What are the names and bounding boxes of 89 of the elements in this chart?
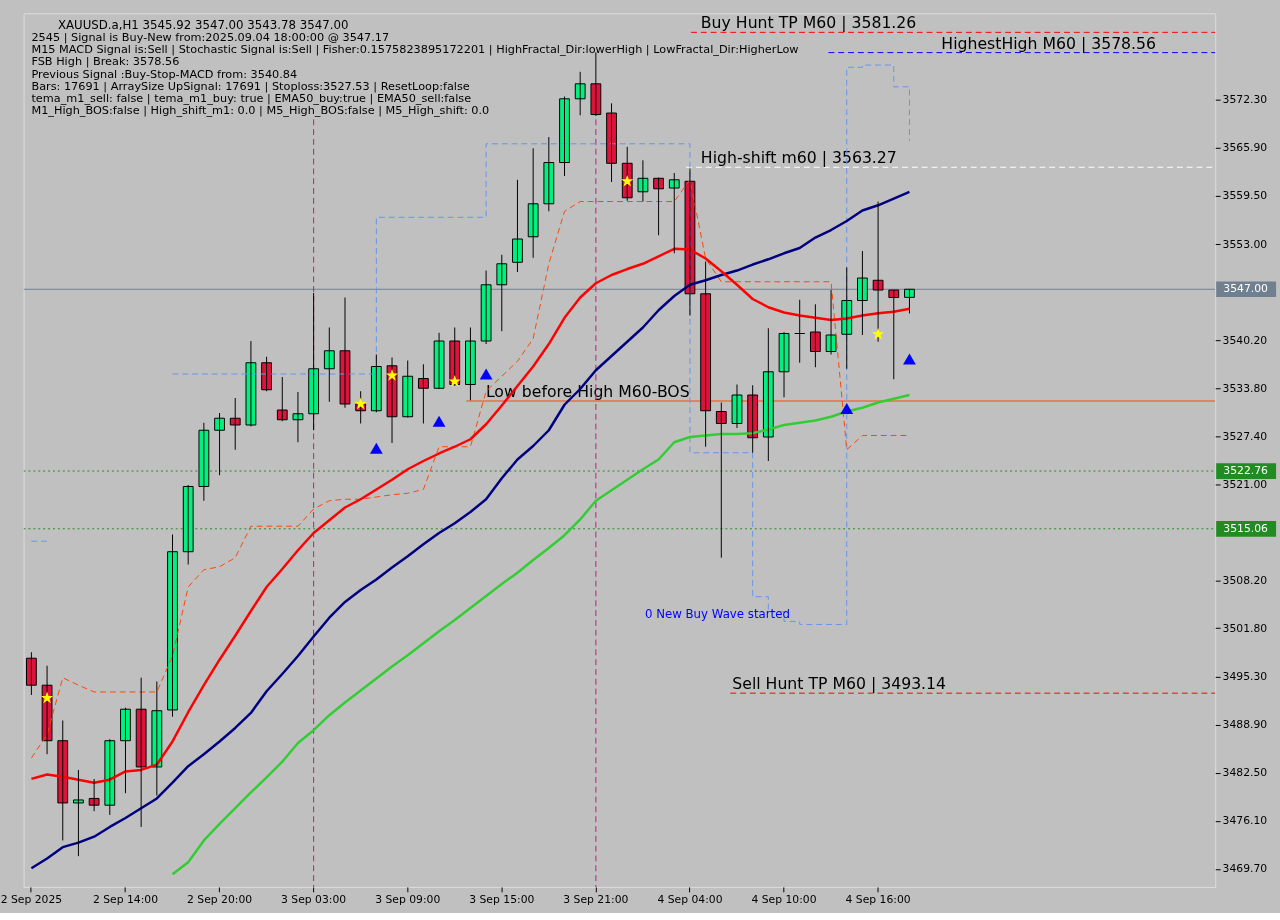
- y-tick-label: 3508.20: [1222, 573, 1268, 587]
- point: [872, 327, 885, 340]
- chart-title: XAUUSD.a,H1 3545.92 3547.00 3543.78 3547.00: [57, 18, 349, 33]
- point: [385, 369, 399, 381]
- candlestick: [904, 288, 915, 314]
- ref-line-label: 3515.06: [1223, 521, 1269, 535]
- point: [479, 368, 493, 380]
- candlestick: [402, 360, 414, 418]
- candlestick: [809, 303, 821, 368]
- x-tick-label: 2 Sep 2025: [0, 893, 63, 907]
- candlestick: [559, 96, 570, 177]
- candlestick: [214, 412, 225, 476]
- ref-line-label: 3547.00: [1223, 282, 1269, 296]
- y-tick-label: 3488.90: [1222, 718, 1268, 732]
- annotation: M15 MACD Signal is:Sell | Stochastic Signal is:Sell | Fisher:0.1575823895172201 | HighFractal_Dir:lowerHigh | LowFractal_Dir:HigherLow: [31, 43, 799, 57]
- candlestick: [323, 327, 335, 403]
- candlestick: [120, 707, 131, 794]
- y-tick-label: 3476.10: [1222, 814, 1268, 828]
- y-tick-label: 3501.80: [1222, 621, 1268, 635]
- candlestick: [26, 651, 37, 696]
- candlestick: [57, 719, 69, 841]
- y-tick-label: 3572.30: [1222, 92, 1268, 106]
- point: [903, 353, 916, 365]
- y-tick-label: 3533.80: [1222, 381, 1268, 395]
- candlestick: [731, 384, 743, 429]
- candlestick: [135, 677, 147, 828]
- x-tick-label: 4 Sep 16:00: [845, 893, 911, 907]
- candlestick: [794, 299, 806, 364]
- candlestick: [167, 533, 178, 718]
- y-tick-label: 3553.00: [1222, 237, 1268, 251]
- candlestick: [715, 402, 727, 559]
- y-tick-label: 3469.70: [1222, 862, 1268, 876]
- point: [354, 397, 367, 410]
- annotation: Bars: 17691 | ArraySize UpSignal: 17691 | Stoploss:3527.53 | ResetLoop:false: [31, 79, 470, 93]
- y-tick-label: 3565.90: [1222, 140, 1268, 154]
- candlestick: [496, 254, 508, 332]
- y-tick-label: 3521.00: [1222, 477, 1268, 491]
- point: [840, 402, 854, 415]
- candlestick: [261, 356, 272, 392]
- candlestick: [370, 354, 382, 413]
- point: [369, 442, 383, 454]
- candlestick: [778, 331, 790, 398]
- x-tick-label: 4 Sep 10:00: [751, 893, 817, 907]
- candlestick: [292, 391, 304, 443]
- candlestick: [543, 136, 555, 212]
- annotation: FSB High | Break: 3578.56: [31, 55, 180, 69]
- y-tick-label: 3482.50: [1222, 766, 1268, 780]
- annotation: 0 New Buy Wave started: [644, 606, 790, 621]
- candlestick: [465, 327, 476, 401]
- annotation: tema_m1_sell: false | tema_m1_buy: true | EMA50_buy:true | EMA50_sell:false: [31, 92, 472, 106]
- x-tick-label: 3 Sep 15:00: [469, 893, 535, 907]
- y-tick-label: 3540.20: [1222, 333, 1268, 347]
- point: [448, 375, 461, 387]
- candlestick: [73, 769, 84, 857]
- point: [432, 415, 446, 427]
- candlestick: [339, 297, 351, 409]
- candlestick: [606, 102, 617, 183]
- x-tick-label: 3 Sep 03:00: [281, 893, 347, 907]
- x-tick-label: 3 Sep 09:00: [375, 893, 441, 907]
- candlestick: [762, 327, 774, 462]
- annotation: Previous Signal :Buy-Stop-MACD from: 3540.84: [31, 67, 298, 81]
- y-tick-label: 3527.40: [1222, 429, 1268, 443]
- candlestick: [182, 484, 194, 565]
- ref-line-label: 3522.76: [1223, 463, 1269, 477]
- y-tick-label: 3559.50: [1222, 188, 1268, 202]
- point: [40, 691, 54, 704]
- ref-line-label: Sell Hunt TP M60 | 3493.14: [732, 674, 947, 694]
- ref-line-label: High-shift m60 | 3563.27: [700, 148, 897, 168]
- y-tick-label: 3495.30: [1222, 670, 1268, 684]
- ref-line-label: Buy Hunt TP M60 | 3581.26: [700, 13, 917, 33]
- candlestick: [512, 179, 523, 273]
- candlestick: [276, 376, 288, 422]
- x-tick-label: 4 Sep 04:00: [657, 893, 723, 907]
- candlestick: [417, 363, 429, 424]
- candlestick: [700, 261, 712, 448]
- point: [621, 174, 634, 187]
- candlestick: [104, 738, 116, 816]
- candlestick: [857, 250, 868, 336]
- candlestick: [668, 172, 680, 254]
- annotation: 2545 | Signal is Buy-New from:2025.09.04 18:00:00 @ 3547.17: [31, 30, 390, 44]
- x-tick-label: 2 Sep 14:00: [92, 893, 159, 907]
- candlestick: [888, 289, 900, 380]
- candlestick: [574, 71, 586, 116]
- candlestick: [308, 292, 320, 431]
- x-tick-label: 2 Sep 20:00: [187, 893, 253, 907]
- candlestick: [229, 397, 241, 451]
- ref-line-label: HighestHigh M60 | 3578.56: [941, 33, 1157, 53]
- x-tick-label: 3 Sep 21:00: [563, 893, 629, 907]
- annotation: M1_High_BOS:false | High_shift_m1: 0.0 | M5_High_BOS:false | M5_High_shift: 0.0: [31, 104, 490, 118]
